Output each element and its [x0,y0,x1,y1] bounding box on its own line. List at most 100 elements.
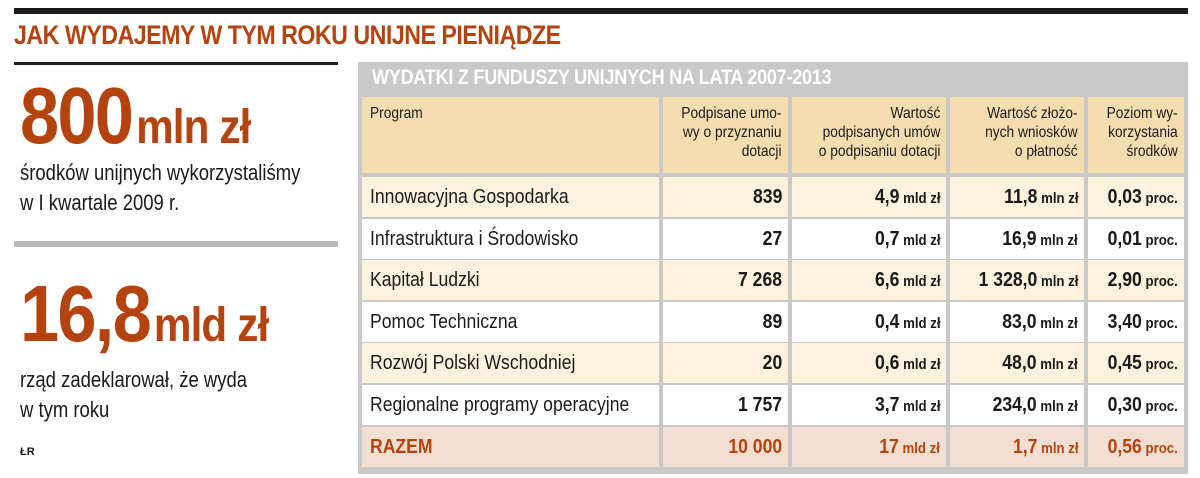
cell-number: 3,40 [1107,311,1143,333]
cell-number: Regionalne programy operacyjne [370,394,630,416]
table-cell: 3,40 proc. [1088,302,1184,342]
table-cell: 0,30 proc. [1088,385,1184,425]
cell-unit: proc. [1142,356,1178,373]
cell-number: 234,0 [992,394,1037,416]
stat-primary-line2: w I kwartale 2009 r. [20,190,180,215]
table-cell: 20 [663,343,788,383]
cell-number: Innowacyjna Gospodarka [370,186,569,208]
cell-number: 17 [879,436,899,458]
stat-secondary-description: rząd zadeklarował, że wyda w tym roku [20,365,247,425]
table-cell: 16,9 mln zł [950,219,1084,259]
cell-unit: mln zł [1036,440,1078,457]
table-header-line: Poziom wy- [1106,105,1178,122]
table-cell: 1 328,0 mln zł [950,260,1084,300]
cell-value: 1,7 mln zł [1012,435,1078,461]
cell-number: 83,0 [1002,311,1037,333]
table-cell: 1 757 [663,385,788,425]
table-cell: 0,7 mld zł [792,219,946,259]
table-cell: 27 [663,219,788,259]
table-cell: 48,0 mln zł [950,343,1084,383]
cell-value: 10 000 [728,435,782,459]
cell-value: 20 [762,351,782,375]
table-cell: 2,90 proc. [1088,260,1184,300]
cell-value: 17 mld zł [879,435,940,461]
cell-value: 89 [762,310,782,334]
program-name: Regionalne programy operacyjne [370,393,629,417]
cell-unit: mln zł [1036,190,1078,207]
stat-secondary-value: 16,8 [20,269,152,358]
table-cell: 83,0 mln zł [950,302,1084,342]
program-name: Rozwój Polski Wschodniej [370,351,575,375]
cell-unit: mld zł [898,440,940,457]
cell-value: 0,6 mld zł [874,351,940,377]
cell-value: 11,8 mln zł [1004,185,1078,211]
cell-unit: mld zł [898,398,940,415]
stat-primary-value: 800 [20,71,134,160]
cell-value: 0,45 proc. [1108,351,1178,377]
cell-number: 0,56 [1107,436,1143,458]
cell-number: 0,03 [1107,186,1143,208]
table-cell: 3,7 mld zł [792,385,946,425]
table-header-label: Podpisane umo-wy o przyznaniu dotacji [682,104,782,161]
cell-unit: mln zł [1036,398,1078,415]
table-cell: 7 268 [663,260,788,300]
cell-unit: proc. [1142,273,1178,290]
program-name: RAZEM [370,435,433,459]
cell-number: 20 [762,352,782,374]
cell-unit: mln zł [1036,315,1078,332]
cell-number: 839 [752,186,782,208]
cell-number: 3,7 [874,394,899,416]
table-cell: 6,6 mld zł [792,260,946,300]
cell-number: RAZEM [370,436,433,458]
cell-unit: mld zł [898,315,940,332]
table-cell: 11,8 mln zł [950,177,1084,217]
table-header-line: korzystania [1108,124,1178,141]
table-header-line: Wartość [890,105,940,122]
table-header-line: Program [370,105,423,122]
top-rule [14,8,1188,14]
table-header-line: nych wniosków [985,124,1078,141]
table-cell: Infrastruktura i Środowisko [362,219,659,259]
table-cell: 839 [663,177,788,217]
cell-number: 0,30 [1107,394,1143,416]
table-header-line: Podpisane umo- [681,105,782,122]
cell-value: 0,7 mld zł [874,227,940,253]
cell-value: 2,90 proc. [1108,268,1178,294]
table-header-line: Wartość złożo- [987,105,1078,122]
cell-value: 16,9 mln zł [1003,227,1078,253]
cell-unit: proc. [1142,190,1178,207]
stat-primary-line1: środków unijnych wykorzystaliśmy [20,160,301,185]
cell-value: 0,30 proc. [1108,393,1178,419]
total-row-cell: 17 mld zł [792,427,946,467]
cell-value: 3,7 mld zł [874,393,940,419]
table-header-cell: Program [362,97,659,173]
table-header-cell: Wartość podpisanych umów o podpisaniu dota… [792,97,946,173]
table-header-line: podpisanych umów [822,124,940,141]
cell-number: 0,45 [1107,352,1143,374]
total-row-cell: 10 000 [663,427,788,467]
stat-secondary-line2: w tym roku [20,397,110,422]
cell-value: 1 757 [738,393,782,417]
cell-unit: proc. [1142,440,1178,457]
table-cell: 0,01 proc. [1088,219,1184,259]
table-cell: Pomoc Techniczna [362,302,659,342]
cell-unit: mln zł [1036,273,1078,290]
cell-number: 7 268 [737,269,782,291]
page-title: JAK WYDAJEMY W TYM ROKU UNIJNE PIENIĄDZE [14,20,561,50]
cell-value: 0,03 proc. [1108,185,1178,211]
table-cell: Kapitał Ludzki [362,260,659,300]
cell-unit: mld zł [898,356,940,373]
cell-number: 6,6 [874,269,899,291]
cell-value: 839 [753,185,782,209]
total-row-cell: RAZEM [362,427,659,467]
table-header-label: Poziom wy-korzystania środków [1107,104,1178,161]
left-divider-top [14,62,338,65]
table-cell: Rozwój Polski Wschodniej [362,343,659,383]
table-title: WYDATKI Z FUNDUSZY UNIJNYCH NA LATA 2007… [372,66,832,89]
program-name: Kapitał Ludzki [370,268,480,292]
program-name: Pomoc Techniczna [370,310,517,334]
table-header-line: o podpisaniu dotacji [818,143,940,160]
cell-value: 27 [762,227,782,251]
program-name: Innowacyjna Gospodarka [370,185,569,209]
table-header-line: środków [1126,143,1178,160]
